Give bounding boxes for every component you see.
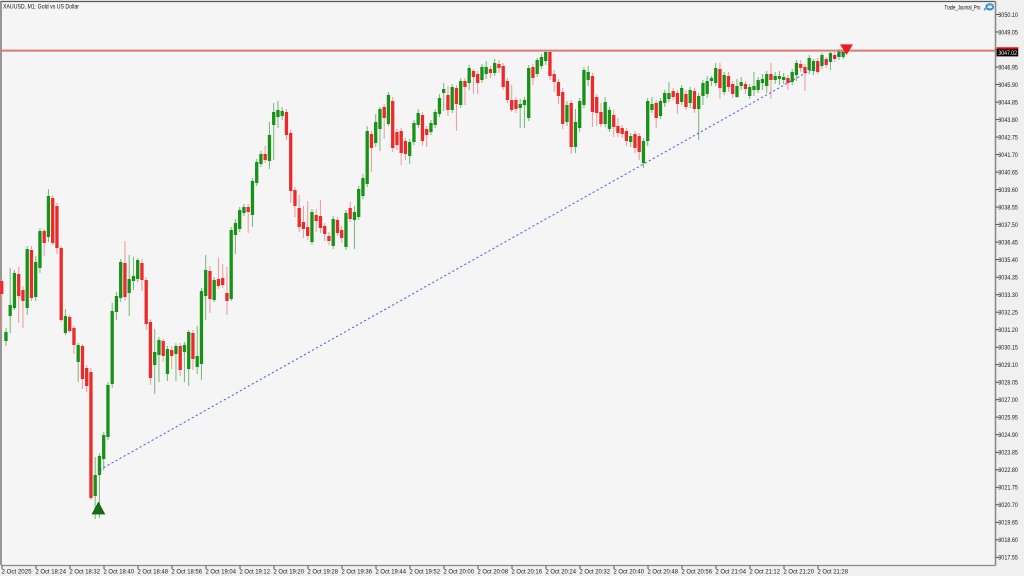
- svg-text:3018.60: 3018.60: [998, 537, 1018, 544]
- svg-text:2 Oct 20:16: 2 Oct 20:16: [512, 569, 543, 576]
- svg-text:2 Oct 18:56: 2 Oct 18:56: [172, 569, 203, 576]
- svg-text:3041.70: 3041.70: [998, 152, 1018, 159]
- svg-text:2 Oct 21:04: 2 Oct 21:04: [716, 569, 747, 576]
- svg-text:3049.05: 3049.05: [998, 29, 1018, 36]
- svg-text:3020.70: 3020.70: [998, 502, 1018, 509]
- svg-text:2 Oct 20:00: 2 Oct 20:00: [444, 569, 475, 576]
- svg-text:3046.95: 3046.95: [998, 64, 1018, 71]
- svg-text:3029.10: 3029.10: [998, 362, 1018, 369]
- svg-text:2 Oct 20:24: 2 Oct 20:24: [546, 569, 577, 576]
- svg-text:3017.55: 3017.55: [998, 555, 1018, 562]
- svg-text:2 Oct 20:32: 2 Oct 20:32: [580, 569, 611, 576]
- svg-text:3032.25: 3032.25: [998, 310, 1018, 317]
- svg-text:3027.00: 3027.00: [998, 397, 1018, 404]
- svg-text:3031.20: 3031.20: [998, 327, 1018, 334]
- svg-text:2 Oct 20:08: 2 Oct 20:08: [478, 569, 509, 576]
- svg-text:3044.85: 3044.85: [998, 100, 1018, 107]
- svg-text:2 Oct 20:40: 2 Oct 20:40: [614, 569, 645, 576]
- svg-text:3039.60: 3039.60: [998, 187, 1018, 194]
- svg-text:2 Oct 19:12: 2 Oct 19:12: [240, 569, 271, 576]
- svg-text:2 Oct 19:52: 2 Oct 19:52: [410, 569, 441, 576]
- svg-text:3047.02: 3047.02: [998, 50, 1017, 57]
- svg-text:3034.35: 3034.35: [998, 275, 1018, 282]
- svg-text:2 Oct 21:12: 2 Oct 21:12: [750, 569, 781, 576]
- svg-text:2 Oct 19:04: 2 Oct 19:04: [206, 569, 237, 576]
- svg-text:2 Oct 20:48: 2 Oct 20:48: [648, 569, 679, 576]
- svg-text:2 Oct 18:32: 2 Oct 18:32: [70, 569, 101, 576]
- svg-text:2 Oct 19:28: 2 Oct 19:28: [308, 569, 339, 576]
- svg-text:3043.80: 3043.80: [998, 117, 1018, 124]
- svg-text:3023.85: 3023.85: [998, 450, 1018, 457]
- svg-text:3040.65: 3040.65: [998, 170, 1018, 177]
- svg-text:3019.65: 3019.65: [998, 520, 1018, 527]
- svg-text:3024.90: 3024.90: [998, 432, 1018, 439]
- svg-text:2 Oct 18:40: 2 Oct 18:40: [104, 569, 135, 576]
- svg-text:2 Oct 19:36: 2 Oct 19:36: [342, 569, 373, 576]
- svg-text:3035.40: 3035.40: [998, 257, 1018, 264]
- svg-text:3021.75: 3021.75: [998, 485, 1018, 492]
- svg-text:3042.75: 3042.75: [998, 135, 1018, 142]
- svg-text:3033.30: 3033.30: [998, 292, 1018, 299]
- svg-text:2 Oct 19:44: 2 Oct 19:44: [376, 569, 407, 576]
- svg-text:2 Oct 21:28: 2 Oct 21:28: [818, 569, 849, 576]
- svg-text:XAUUSD, M1: Gold vs US Dollar: XAUUSD, M1: Gold vs US Dollar: [3, 4, 80, 11]
- svg-text:3028.05: 3028.05: [998, 380, 1018, 387]
- svg-text:3025.95: 3025.95: [998, 415, 1018, 422]
- svg-text:3030.15: 3030.15: [998, 345, 1018, 352]
- svg-text:2 Oct 20:56: 2 Oct 20:56: [682, 569, 713, 576]
- svg-text:3037.50: 3037.50: [998, 222, 1018, 229]
- svg-text:2 Oct 18:24: 2 Oct 18:24: [36, 569, 67, 576]
- svg-text:3050.10: 3050.10: [998, 12, 1018, 19]
- svg-text:2 Oct 21:20: 2 Oct 21:20: [784, 569, 815, 576]
- svg-text:3045.90: 3045.90: [998, 82, 1018, 89]
- svg-text:3036.45: 3036.45: [998, 240, 1018, 247]
- svg-text:Trade_Journal_Pro: Trade_Journal_Pro: [945, 5, 981, 12]
- svg-text:3022.80: 3022.80: [998, 467, 1018, 474]
- svg-text:2 Oct 18:48: 2 Oct 18:48: [138, 569, 169, 576]
- svg-text:3038.55: 3038.55: [998, 205, 1018, 212]
- svg-text:2 Oct 2025: 2 Oct 2025: [2, 569, 32, 576]
- svg-text:2 Oct 19:20: 2 Oct 19:20: [274, 569, 305, 576]
